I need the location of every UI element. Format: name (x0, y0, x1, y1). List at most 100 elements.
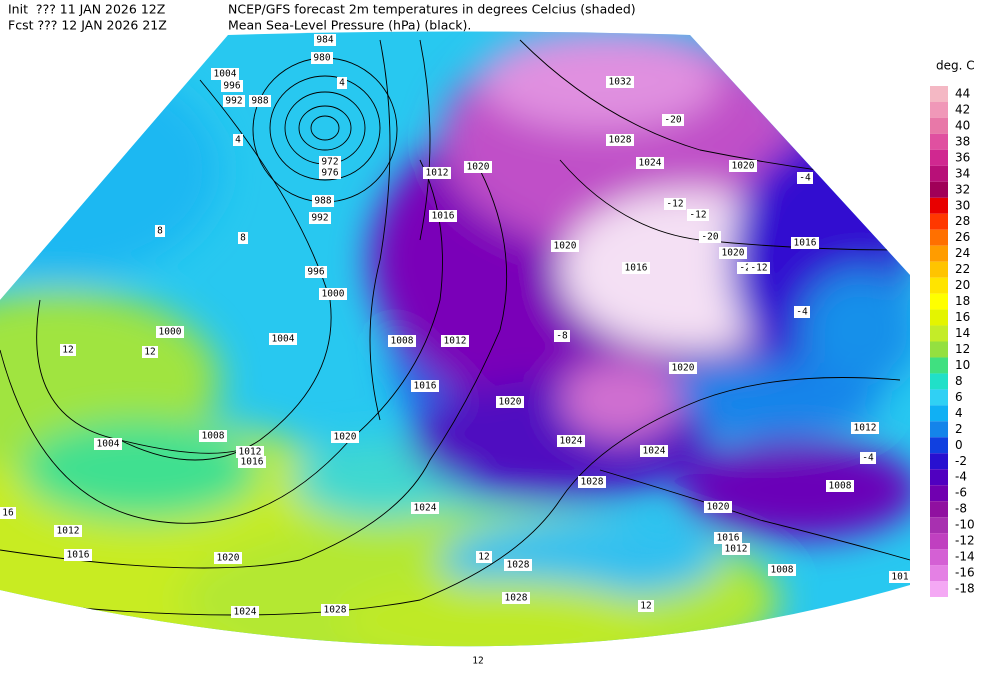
isobar-label-box (94, 438, 122, 450)
isobar-label-box (156, 326, 184, 338)
map-title: NCEP/GFS forecast 2m temperatures in deg… (228, 2, 636, 17)
isobar-label: 984 (316, 35, 333, 46)
isobar-label: 1000 (322, 289, 345, 300)
colorbar-label: 4 (955, 406, 963, 420)
temperature-label: 16 (2, 508, 14, 519)
isobar-label: 1020 (217, 553, 240, 564)
colorbar-label: 32 (955, 182, 970, 196)
colorbar-swatch (930, 245, 948, 262)
isobar-label-box (319, 167, 341, 179)
temperature-label-box (748, 262, 770, 274)
isobar-label: 1028 (324, 605, 347, 616)
colorbar-label: 22 (955, 262, 970, 276)
colorbar-swatch (930, 437, 948, 454)
colorbar-label: 26 (955, 230, 970, 244)
colorbar-label: -10 (955, 518, 975, 532)
isobar-label-box (311, 52, 333, 64)
colorbar-label: 12 (955, 342, 970, 356)
temperature-label: 12 (640, 601, 651, 612)
isobar-label: 1020 (732, 161, 755, 172)
colorbar-label: 28 (955, 214, 970, 228)
temperature-label: -12 (666, 199, 683, 210)
isobar-label-box (578, 476, 606, 488)
isobar-label-box (719, 247, 747, 259)
colorbar-label: 40 (955, 118, 970, 132)
colorbar-unit: deg. C (936, 59, 975, 73)
isobar-label: 1024 (414, 503, 437, 514)
isobar-label-box (768, 564, 796, 576)
temperature-label: 4 (339, 78, 345, 89)
isobar-label: 1004 (214, 69, 237, 80)
colorbar-label: 24 (955, 246, 970, 260)
colorbar-swatch (930, 149, 948, 166)
temperature-label-box (794, 306, 810, 318)
isobar-label: 1012 (725, 544, 748, 555)
colorbar-label: -12 (955, 534, 975, 548)
temperature-label: -4 (799, 173, 811, 184)
isobar-label: 1020 (334, 432, 357, 443)
temperature-label-box (476, 551, 492, 563)
isobar-label: 1016 (717, 533, 740, 544)
temperature-label-box (60, 344, 76, 356)
temperature-label: -20 (701, 232, 718, 243)
colorbar-label: 20 (955, 278, 970, 292)
isobar-label: 1028 (505, 593, 528, 604)
colorbar-swatch (930, 581, 948, 597)
temperature-label-box (155, 225, 165, 237)
isobar-label: 992 (225, 96, 242, 107)
isobar-label-box (331, 431, 359, 443)
colorbar-swatch (930, 485, 948, 502)
isobar-label-box (429, 210, 457, 222)
colorbar-swatch (930, 213, 948, 230)
colorbar-label: 42 (955, 102, 970, 116)
colorbar-label: 38 (955, 134, 970, 148)
isobar-label: 1024 (560, 436, 583, 447)
isobar-label-box (312, 195, 334, 207)
isobar-label-box (504, 559, 532, 571)
temperature-label-box (860, 452, 876, 464)
colorbar-swatch (930, 86, 948, 102)
isobar-label: 1028 (609, 135, 632, 146)
isobar-label: 1008 (771, 565, 794, 576)
colorbar-label: 10 (955, 358, 970, 372)
temperature-label: 8 (240, 233, 246, 244)
temperature-label: -12 (689, 210, 706, 221)
isobar-label: 1032 (609, 77, 632, 88)
temperature-label: 12 (62, 345, 73, 356)
colorbar-label: 6 (955, 390, 963, 404)
colorbar-label: -18 (955, 582, 975, 596)
colorbar-label: 2 (955, 422, 963, 436)
isobar-label-box (411, 380, 439, 392)
isobar-label-box (411, 502, 439, 514)
isobar-label: 1020 (499, 397, 522, 408)
temperature-label: 12 (478, 552, 489, 563)
isobar-label-box (388, 335, 416, 347)
isobar-label: 976 (321, 168, 338, 179)
init-time: Init ??? 11 JAN 2026 12Z (8, 2, 165, 17)
temperature-label: -8 (556, 331, 568, 342)
colorbar-swatch (930, 101, 948, 118)
isobar-label: 980 (313, 53, 330, 64)
colorbar-label: 18 (955, 294, 970, 308)
isobar-label: 1008 (391, 336, 414, 347)
temperature-label-box (0, 507, 16, 519)
colorbar-label: 36 (955, 150, 970, 164)
temperature-label-box (664, 198, 686, 210)
temperature-label: -4 (862, 453, 874, 464)
isobar-label-box (502, 592, 530, 604)
colorbar-label: 8 (955, 374, 963, 388)
colorbar-label: -4 (955, 470, 967, 484)
isobar-label-box (636, 157, 664, 169)
colorbar-label: 34 (955, 166, 970, 180)
isobar-label-box (319, 288, 347, 300)
temperature-label: -12 (750, 263, 767, 274)
isobar-label-box (704, 501, 732, 513)
colorbar-swatch (930, 405, 948, 422)
isobar-label: 1016 (432, 211, 455, 222)
temperature-label-box (687, 209, 709, 221)
isobar-label: 1016 (67, 550, 90, 561)
colorbar-label: 16 (955, 310, 970, 324)
isobar-label-box (423, 167, 451, 179)
colorbar-swatch (930, 389, 948, 406)
temperature-label-box (662, 114, 684, 126)
